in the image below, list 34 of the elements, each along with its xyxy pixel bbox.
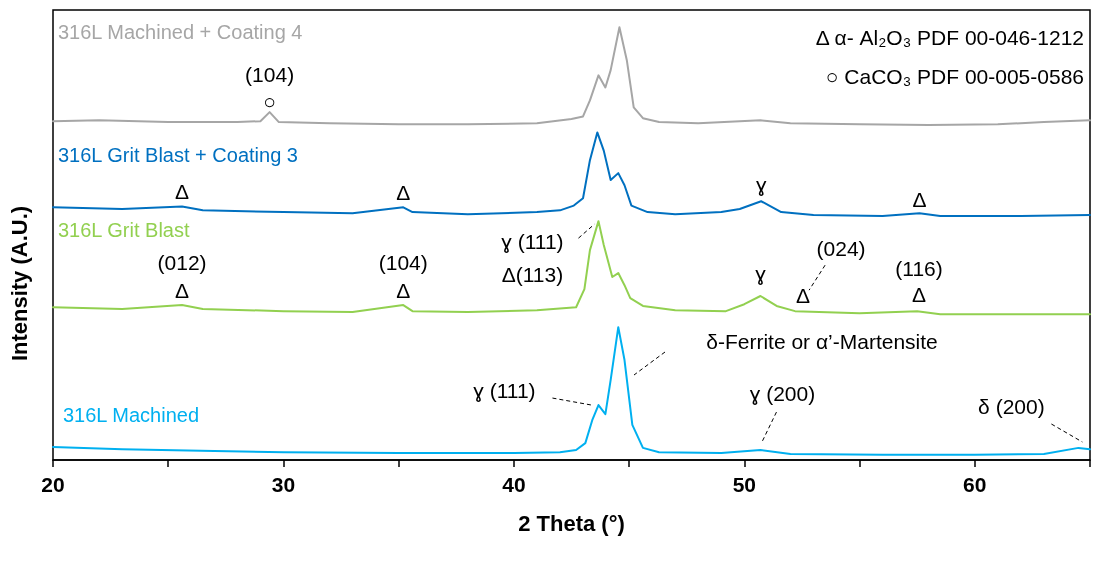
annotation: ○ <box>263 89 276 113</box>
annotation: δ (200) <box>978 394 1045 418</box>
series-label: 316L Machined <box>63 404 200 427</box>
annotation: (104) <box>245 62 295 86</box>
x-tick-label: 40 <box>502 473 526 496</box>
text: 316L Grit Blast <box>58 219 190 242</box>
annotation: Δ <box>396 278 411 302</box>
annotation: ɣ (200) <box>749 381 816 405</box>
x-tick-label: 20 <box>41 473 65 496</box>
x-axis-title: 2 Theta (°) <box>518 510 625 536</box>
text: 316L Grit Blast + Coating 3 <box>58 144 298 167</box>
annotation: Δ <box>396 180 411 204</box>
annotation: (012) <box>157 250 207 274</box>
annotation: Δ α- Al₂O₃ PDF 00-046-1212 <box>815 25 1084 49</box>
x-tick-label: 50 <box>732 473 757 496</box>
annotation: Δ(113) <box>501 262 564 286</box>
x-tick-label: 60 <box>963 473 987 496</box>
annotation: Δ <box>796 283 811 307</box>
annotation: ɣ (111) <box>501 229 564 253</box>
text: 316L Machined + Coating 4 <box>58 21 303 44</box>
annotation: (104) <box>378 250 428 274</box>
annotation: Δ <box>912 187 927 211</box>
annotation: ɣ (111) <box>473 378 536 402</box>
annotation: Δ <box>175 179 190 203</box>
x-tick-label: 30 <box>271 473 296 496</box>
annotation: Δ <box>911 282 927 306</box>
annotation: ɣ <box>755 172 767 196</box>
annotation: Δ <box>175 278 190 302</box>
annotation: (116) <box>895 256 943 280</box>
annotation: ○ CaCO₃ PDF 00-005-0586 <box>825 64 1084 88</box>
annotation: (024) <box>816 236 866 260</box>
annotation: δ-Ferrite or α’-Martensite <box>706 329 938 353</box>
annotation: ɣ <box>755 261 767 285</box>
y-axis-title: Intensity (A.U.) <box>6 205 32 362</box>
